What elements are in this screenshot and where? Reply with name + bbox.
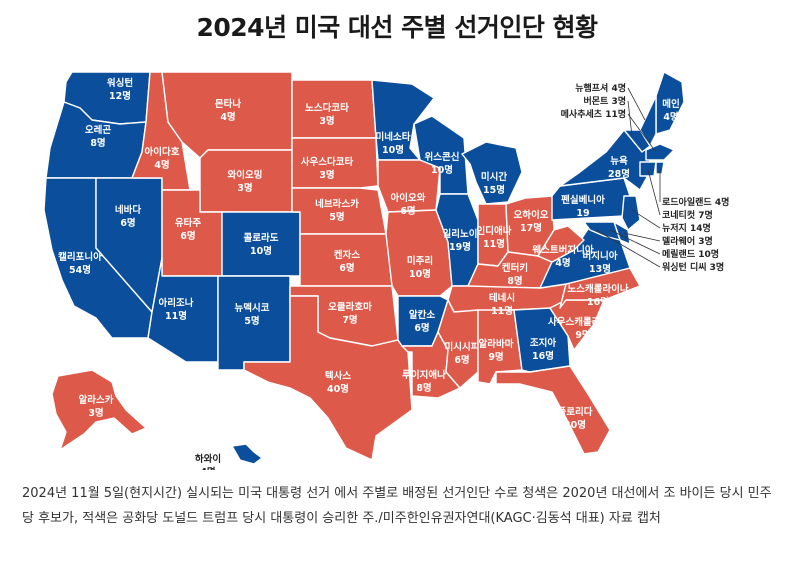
state-label-or: 오레곤 8명 xyxy=(85,124,111,149)
state-mi xyxy=(461,141,523,205)
state-label-ne: 네브라스카 5명 xyxy=(315,198,359,223)
small-state-4 xyxy=(655,161,665,175)
state-label-hi: 하와이4명 xyxy=(195,453,221,470)
state-label-ut: 유타주 6명 xyxy=(175,217,201,242)
state-label-ga: 조지아 16명 xyxy=(530,337,556,362)
state-label-la: 루이지애나 8명 xyxy=(402,369,446,394)
state-ak xyxy=(51,369,147,451)
callout-label: 뉴햄프셔 4명 xyxy=(575,82,626,94)
callout-label: 메릴랜드 10명 xyxy=(662,248,719,260)
state-label-ms: 미시시피 6명 xyxy=(445,341,480,366)
small-state-5 xyxy=(621,195,641,231)
callout-label: 워싱턴 디씨 3명 xyxy=(662,261,724,273)
state-label-oh: 오하이오 17명 xyxy=(514,209,549,234)
state-label-nv: 네바다 6명 xyxy=(115,204,141,229)
state-fl xyxy=(495,365,611,455)
small-state-3 xyxy=(639,161,657,177)
page-title: 2024년 미국 대선 주별 선거인단 현황 xyxy=(196,13,598,42)
callout-label: 델라웨어 3명 xyxy=(662,235,713,247)
state-ms xyxy=(437,299,479,389)
state-label-fl: 플로리다 30명 xyxy=(558,406,593,431)
state-label-wy: 와이오밍 3명 xyxy=(228,169,263,194)
small-state-7 xyxy=(583,221,621,241)
state-label-wv: 웨스트버지니아 4명 xyxy=(532,244,593,269)
state-label-co: 콜로라도 10명 xyxy=(244,232,279,257)
callout-leader-line xyxy=(627,100,633,137)
state-label-va: 버지니아 13명 xyxy=(583,250,618,275)
callout-label: 로드아일랜드 4명 xyxy=(662,196,729,208)
state-label-ky: 켄터키 8명 xyxy=(502,262,528,287)
callout-leader-line xyxy=(627,87,646,121)
state-label-ok: 오클라호마 7명 xyxy=(328,301,372,326)
state-label-nd: 노스다코타 3명 xyxy=(305,102,349,127)
callout-label: 버몬트 3명 xyxy=(583,95,626,107)
state-label-nm: 뉴멕시코 5명 xyxy=(235,302,270,327)
callout-leader-line xyxy=(623,232,661,242)
state-label-ia: 아이오와 6명 xyxy=(391,192,426,217)
state-mn xyxy=(371,79,435,161)
state-label-mn: 미네소타 10명 xyxy=(376,131,411,156)
state-label-mo: 미주리 10명 xyxy=(407,255,433,280)
state-label-ks: 켄자스 6명 xyxy=(334,249,360,274)
state-label-wi: 위스콘신 10명 xyxy=(425,151,460,176)
state-wv xyxy=(537,225,585,263)
state-label-az: 아리조나 11명 xyxy=(159,297,194,322)
state-label-il: 일리노이 19명 xyxy=(443,228,478,253)
callout-label: 뉴저지 14명 xyxy=(662,222,711,234)
callout-leader-line xyxy=(647,169,661,216)
map-caption: 2024년 11월 5일(현지시간) 실시되는 미국 대통령 선거 에서 주별로… xyxy=(22,486,772,526)
state-label-sc: 사우스캐롤라이나 9명 xyxy=(548,316,618,341)
state-hi xyxy=(231,443,263,465)
state-label-sd: 사우스다코타 3명 xyxy=(301,156,354,181)
callout-label: 메사추세츠 11명 xyxy=(561,108,626,120)
small-state-1 xyxy=(623,129,651,153)
state-label-ar: 알칸소 6명 xyxy=(409,309,435,334)
state-label-mi: 미시간 15명 xyxy=(481,171,507,196)
state-wy xyxy=(199,149,293,213)
state-label-mt: 몬타나 4명 xyxy=(215,98,241,123)
state-co xyxy=(221,211,301,277)
state-ne xyxy=(291,187,387,235)
callout-leader-line xyxy=(595,229,661,268)
callout-leader-line xyxy=(631,209,661,229)
state-label-wa: 워싱턴 12명 xyxy=(107,77,133,102)
state-label-in: 인디애나 11명 xyxy=(477,225,512,250)
state-label-tx: 텍사스 40명 xyxy=(325,370,351,395)
callout-leader-line xyxy=(627,113,657,153)
callout-leader-line xyxy=(609,229,661,255)
state-label-me: 메인 4명 xyxy=(662,98,679,123)
state-label-nc: 노스캐롤라이나 16명 xyxy=(567,283,628,308)
state-sd xyxy=(291,137,379,189)
state-label-id: 아이다호 4명 xyxy=(145,146,180,171)
state-label-al: 알라바마 9명 xyxy=(479,338,514,363)
state-label-pa: 펜실베니아 19 xyxy=(561,194,605,219)
state-label-ak: 알라스카 3명 xyxy=(79,394,114,419)
state-tx xyxy=(243,295,413,461)
callout-label: 코네티컷 7명 xyxy=(662,209,713,221)
state-label-ny: 뉴욕 28명 xyxy=(608,156,630,180)
state-label-ca: 캘리포니아 54명 xyxy=(58,251,102,276)
state-label-tn: 테네시 11명 xyxy=(489,292,515,317)
